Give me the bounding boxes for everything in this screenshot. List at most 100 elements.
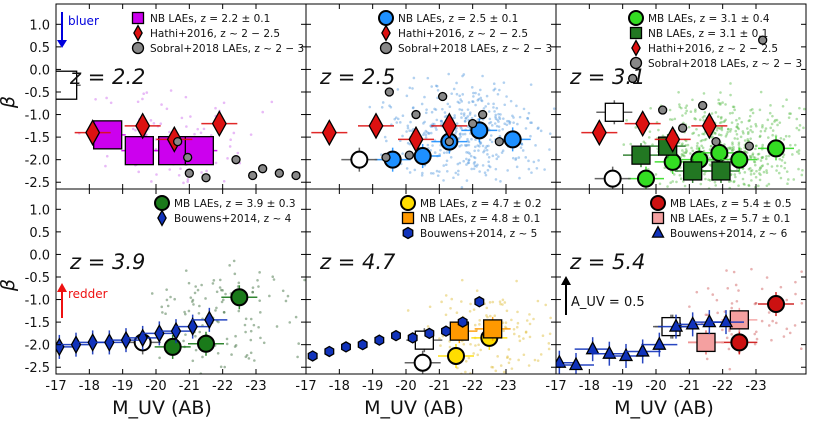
data-point (381, 152, 391, 163)
source-point (685, 149, 689, 153)
source-point (759, 130, 763, 133)
data-point (604, 102, 624, 122)
source-point (737, 143, 741, 146)
source-point (686, 143, 690, 147)
data-point (321, 119, 337, 147)
data-point (711, 161, 731, 181)
source-point (504, 325, 507, 329)
source-point (448, 345, 452, 349)
source-point (706, 287, 710, 290)
source-point (568, 139, 571, 142)
source-point (249, 351, 253, 355)
source-point (749, 108, 752, 112)
source-point (485, 144, 489, 148)
source-point (695, 144, 699, 148)
source-point (782, 335, 786, 338)
source-point (489, 120, 493, 124)
source-point (748, 119, 751, 122)
source-point (754, 330, 758, 334)
source-point (697, 134, 701, 137)
source-point (749, 169, 753, 173)
source-point (733, 137, 737, 140)
source-point (393, 117, 397, 121)
source-point (494, 178, 498, 181)
source-point (440, 300, 443, 304)
source-point (747, 167, 751, 171)
source-point (194, 285, 197, 288)
source-point (727, 127, 730, 131)
source-point (695, 147, 699, 150)
source-point (683, 184, 687, 188)
source-point (493, 87, 497, 91)
source-point (182, 339, 185, 343)
source-point (431, 144, 434, 147)
source-point (747, 119, 751, 123)
source-point (698, 118, 702, 122)
source-point (412, 106, 415, 109)
source-point (699, 139, 703, 143)
source-point (500, 151, 504, 154)
source-point (753, 302, 757, 306)
source-point (670, 118, 674, 121)
source-point (220, 288, 223, 292)
source-point (720, 126, 724, 130)
source-point (485, 148, 489, 152)
source-point (507, 361, 511, 365)
source-point (517, 335, 521, 338)
source-point (514, 157, 518, 160)
source-point (625, 119, 628, 122)
source-point (502, 117, 505, 120)
source-point (751, 153, 754, 157)
source-point (447, 72, 451, 76)
source-point (491, 154, 495, 158)
source-point (497, 120, 500, 123)
source-point (457, 169, 460, 173)
source-point (505, 95, 508, 98)
source-point (763, 129, 767, 133)
legend-entry: NB LAEs, z = 4.8 ± 0.1 (420, 213, 540, 225)
source-point (527, 111, 531, 115)
source-point (463, 119, 467, 123)
source-point (789, 143, 792, 147)
source-point (432, 172, 435, 175)
data-point (652, 336, 667, 350)
source-point (691, 149, 695, 153)
source-point (747, 184, 751, 187)
source-point (699, 182, 703, 186)
source-point (245, 353, 249, 357)
source-point (486, 315, 489, 319)
source-point (669, 181, 672, 185)
legend-entry: NB LAEs, z = 3.1 ± 0.1 (648, 28, 768, 40)
data-point (468, 118, 478, 129)
source-point (783, 161, 787, 165)
source-point (717, 126, 721, 130)
legend-entry: NB LAEs, z = 2.2 ± 0.1 (150, 13, 270, 25)
data-point (135, 112, 151, 140)
source-point (724, 135, 728, 138)
source-point (444, 163, 448, 167)
source-point (681, 142, 684, 145)
source-point (791, 153, 794, 156)
source-point (216, 351, 220, 355)
data-point (438, 91, 448, 102)
source-point (789, 112, 792, 115)
source-point (678, 103, 681, 106)
source-point (798, 106, 801, 110)
source-point (761, 164, 765, 167)
source-point (767, 154, 771, 158)
series-1 (154, 285, 258, 359)
series-2 (341, 147, 378, 172)
source-point (720, 115, 723, 119)
source-point (498, 300, 502, 304)
source-point (200, 171, 203, 174)
legend-entry: Hathi+2016, z ~ 2 − 2.5 (150, 28, 280, 40)
source-point (725, 133, 729, 136)
y-tick-label: -2.0 (25, 339, 50, 354)
source-point (198, 304, 201, 308)
data-point (411, 109, 421, 120)
source-point (477, 343, 480, 347)
series-5 (556, 310, 744, 374)
source-point (460, 108, 464, 112)
source-point (430, 85, 433, 88)
source-point (169, 89, 173, 92)
